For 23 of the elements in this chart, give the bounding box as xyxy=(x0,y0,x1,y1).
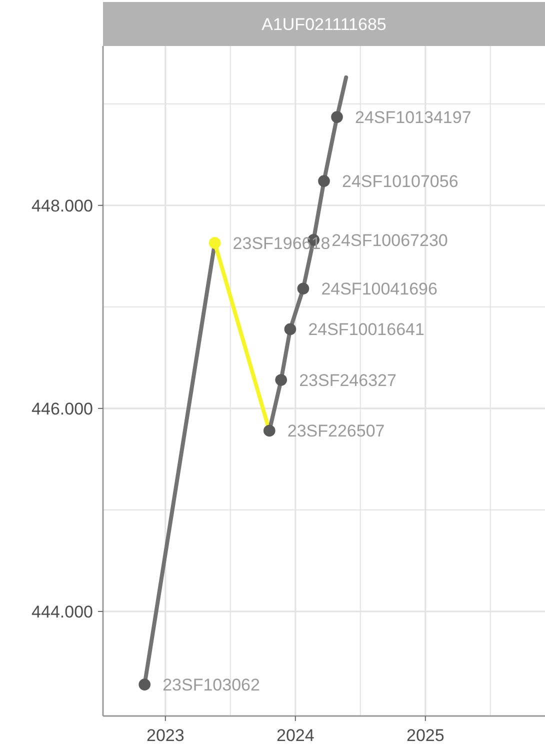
point xyxy=(331,111,343,123)
annotation: 24SF10041696 xyxy=(321,280,438,299)
x-tick-label: 2024 xyxy=(276,726,314,745)
annotation: 24SF10067230 xyxy=(332,230,448,250)
x-tick-label: 2025 xyxy=(406,726,444,745)
annotation: 23SF103062 xyxy=(162,676,260,695)
annotation: 24SF10134197 xyxy=(355,108,472,128)
y-tick-label: 446.000 xyxy=(32,399,93,418)
point xyxy=(208,237,221,249)
y-tick-label: 444.000 xyxy=(32,602,93,622)
point xyxy=(275,374,288,386)
point xyxy=(297,282,310,295)
point xyxy=(318,175,330,187)
point xyxy=(138,678,151,690)
annotation: 23SF226507 xyxy=(287,422,385,441)
annotation: 24SF10107056 xyxy=(342,172,458,192)
x-tick-label: 2023 xyxy=(146,726,184,745)
point xyxy=(284,323,296,336)
point xyxy=(263,424,276,437)
annotation: 24SF10016641 xyxy=(308,320,424,340)
y-tick-label: 448.000 xyxy=(32,196,93,216)
chart-title: A1UF021111685 xyxy=(262,15,386,34)
annotation: 23SF246327 xyxy=(299,370,396,390)
